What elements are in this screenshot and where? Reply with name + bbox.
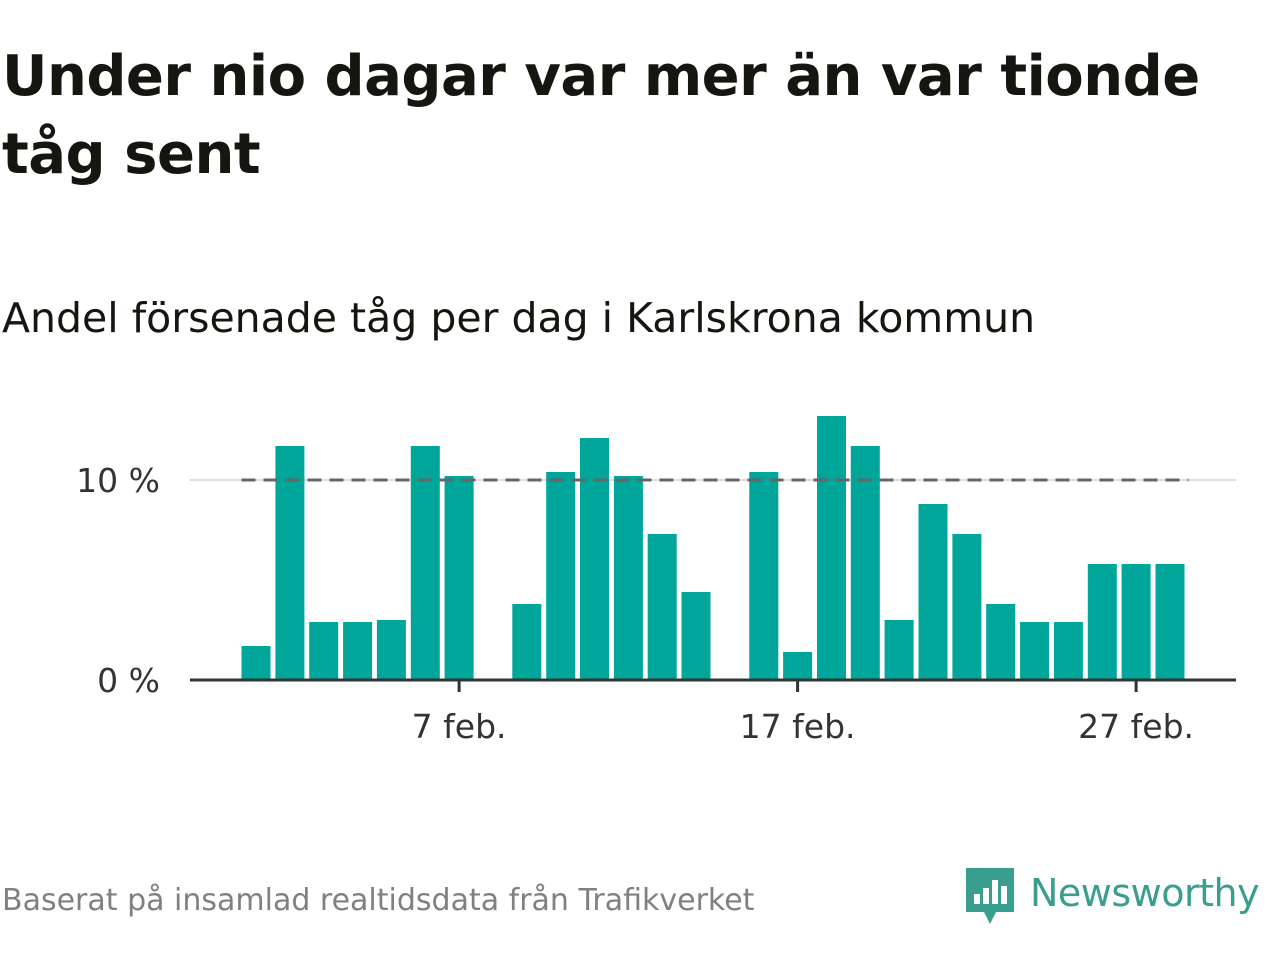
bar	[817, 416, 846, 680]
bar	[1087, 564, 1117, 680]
x-tick-label: 27 feb.	[1078, 707, 1194, 746]
bar	[376, 620, 406, 680]
newsworthy-logo-icon	[966, 868, 1014, 924]
bar	[918, 504, 948, 680]
bar	[275, 446, 305, 680]
bar	[647, 534, 677, 680]
bar	[850, 446, 880, 680]
axis-layer	[190, 678, 1236, 692]
bar	[410, 446, 440, 680]
bar	[546, 472, 576, 680]
bar	[1053, 622, 1083, 680]
bar	[1155, 564, 1185, 680]
bar	[444, 476, 474, 680]
bars-layer	[241, 416, 1185, 680]
chart-title: Under nio dagar var mer än var tionde tå…	[2, 44, 1200, 187]
x-tick-label: 17 feb.	[740, 707, 856, 746]
chart-subtitle: Andel försenade tåg per dag i Karlskrona…	[2, 294, 1036, 342]
bar	[580, 438, 609, 680]
y-tick-label: 10 %	[76, 461, 160, 500]
bar	[952, 534, 982, 680]
x-tick-label: 7 feb.	[412, 707, 507, 746]
bar	[613, 476, 643, 680]
bar	[343, 622, 373, 680]
bar	[309, 622, 339, 680]
bar	[512, 604, 542, 680]
bar	[783, 652, 813, 680]
source-note: Baserat på insamlad realtidsdata från Tr…	[2, 883, 755, 918]
bar	[1121, 564, 1151, 680]
bar	[1020, 622, 1050, 680]
bar	[241, 646, 271, 680]
bar	[986, 604, 1016, 680]
bar	[681, 592, 711, 680]
bar	[884, 620, 914, 680]
y-tick-label: 0 %	[97, 661, 160, 700]
brand-name: Newsworthy	[1030, 871, 1260, 915]
bar	[749, 472, 779, 680]
newsworthy-logo[interactable]: Newsworthy	[964, 866, 1260, 926]
labels-layer: 0 % 10 % 7 feb. 17 feb. 27 feb.	[76, 461, 1194, 746]
